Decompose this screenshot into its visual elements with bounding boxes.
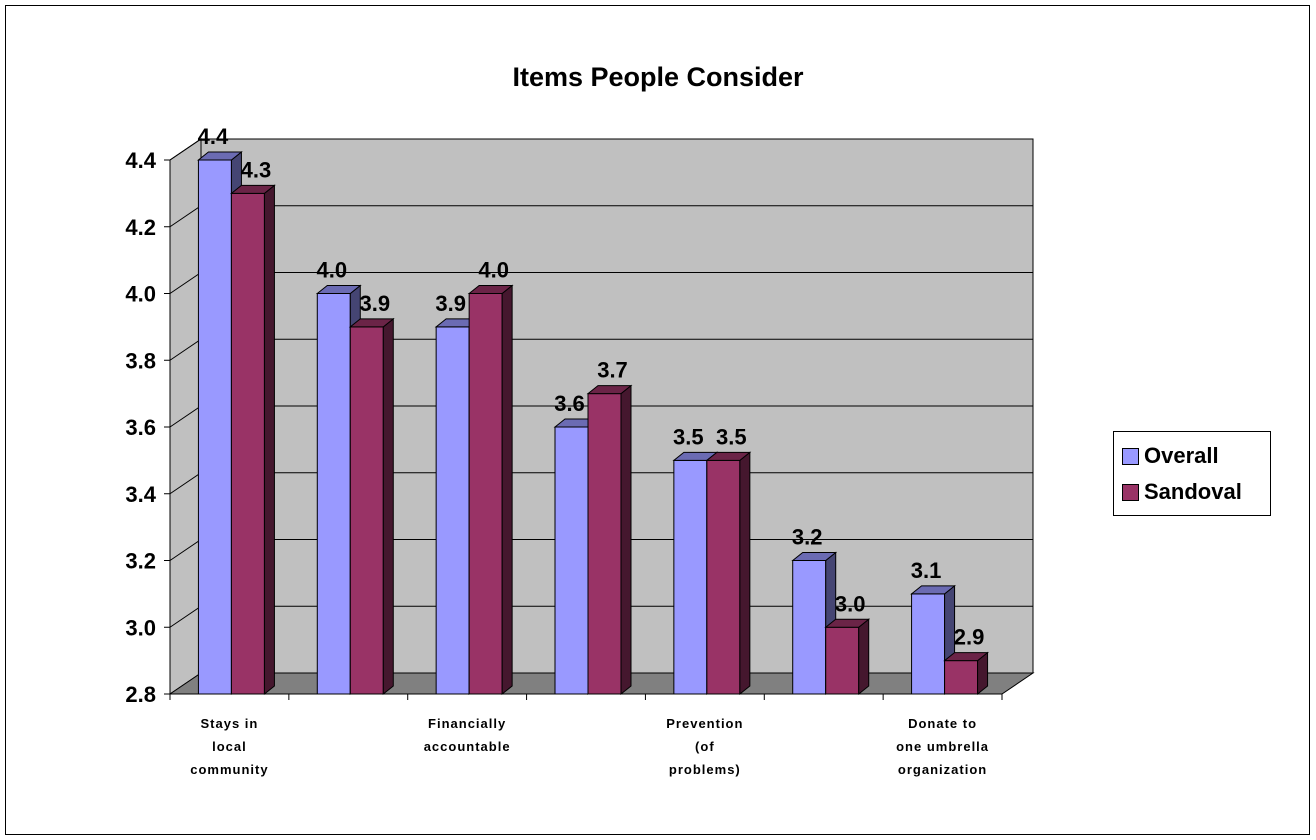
bar-top bbox=[791, 552, 838, 561]
category-label: community bbox=[190, 762, 268, 777]
bar-overall bbox=[316, 293, 351, 695]
legend-swatch-sandoval bbox=[1122, 483, 1139, 501]
legend-item-sandoval: Sandoval bbox=[1114, 474, 1270, 510]
bars bbox=[197, 150, 989, 696]
bar-top bbox=[586, 385, 633, 395]
bar-sandoval bbox=[587, 393, 622, 695]
data-label: 3.9 bbox=[359, 291, 390, 316]
category-label: problems) bbox=[669, 762, 741, 777]
category-label: Donate to bbox=[908, 716, 977, 731]
bar-sandoval bbox=[468, 293, 503, 695]
legend-label-overall: Overall bbox=[1144, 443, 1219, 468]
y-tick-label: 3.0 bbox=[125, 615, 156, 640]
gridline bbox=[169, 138, 1033, 161]
y-tick-label: 4.4 bbox=[125, 148, 156, 173]
bar-sandoval bbox=[706, 459, 741, 695]
data-label: 3.7 bbox=[597, 358, 628, 383]
y-tick-label: 3.8 bbox=[125, 348, 156, 373]
bar-overall bbox=[435, 326, 470, 695]
data-label: 4.3 bbox=[241, 157, 272, 182]
bar-top bbox=[230, 184, 276, 194]
data-labels: 4.4 4.3 4.0 3.9 3.9 4.0 3.6 3.7 3.5 3.5 3.2 3.0 3.1 2… bbox=[198, 124, 985, 650]
bar-overall bbox=[197, 159, 232, 695]
category-label: accountable bbox=[424, 739, 511, 754]
bar-top bbox=[348, 318, 395, 328]
bar-sandoval bbox=[944, 660, 979, 695]
bar-top bbox=[910, 585, 956, 595]
legend: Overall Sandoval bbox=[1113, 431, 1271, 516]
category-label: Financially bbox=[428, 716, 506, 731]
data-label: 3.1 bbox=[911, 558, 942, 583]
category-label: (of bbox=[695, 739, 715, 754]
data-label: 3.2 bbox=[792, 525, 823, 550]
y-tick-label: 3.2 bbox=[125, 549, 156, 574]
data-label: 3.5 bbox=[716, 424, 747, 449]
bar-top bbox=[467, 285, 514, 294]
bar-side bbox=[263, 184, 275, 696]
bar-side bbox=[858, 618, 870, 696]
y-tick-labels: 4.4 4.2 4.0 3.8 3.6 3.4 3.2 3.0 2.8 bbox=[125, 148, 156, 707]
bar-side bbox=[501, 284, 513, 696]
category-labels: Stays in local community Financially account… bbox=[190, 716, 989, 777]
data-label: 3.5 bbox=[673, 424, 704, 449]
bar-overall bbox=[792, 560, 827, 695]
category-label: Stays in bbox=[200, 716, 258, 731]
y-tick-label: 3.4 bbox=[125, 482, 156, 507]
data-label: 4.4 bbox=[198, 124, 229, 149]
y-tick-label: 2.8 bbox=[125, 682, 156, 707]
data-label: 4.0 bbox=[316, 258, 347, 283]
y-tick-label: 4.2 bbox=[125, 215, 156, 240]
bar-top bbox=[197, 151, 243, 161]
legend-label-sandoval: Sandoval bbox=[1144, 479, 1242, 504]
data-label: 3.6 bbox=[554, 391, 585, 416]
bar-top bbox=[705, 451, 752, 461]
legend-item-overall: Overall bbox=[1114, 438, 1270, 474]
data-label: 3.9 bbox=[435, 291, 466, 316]
bar-overall bbox=[673, 459, 708, 695]
bar-side bbox=[739, 451, 751, 696]
bar-sandoval bbox=[230, 192, 265, 695]
y-tick-label: 4.0 bbox=[125, 282, 156, 307]
bar-top bbox=[824, 618, 871, 628]
chart-title: Items People Consider bbox=[512, 62, 804, 92]
data-label: 4.0 bbox=[478, 258, 509, 283]
y-tick-label: 3.6 bbox=[125, 415, 156, 440]
bar-top bbox=[315, 285, 362, 294]
legend-swatch-overall bbox=[1122, 447, 1139, 465]
category-label: Prevention bbox=[666, 716, 743, 731]
bar-sandoval bbox=[349, 326, 384, 695]
category-label: organization bbox=[898, 762, 987, 777]
bar-side bbox=[382, 317, 394, 696]
data-label: 3.0 bbox=[835, 591, 866, 616]
bar-side bbox=[620, 384, 632, 696]
bar-top bbox=[943, 652, 989, 662]
bar-overall bbox=[911, 593, 946, 695]
category-label: local bbox=[212, 739, 247, 754]
bar-overall bbox=[554, 426, 589, 695]
bar-sandoval bbox=[825, 626, 860, 695]
data-label: 2.9 bbox=[954, 625, 985, 650]
category-label: one umbrella bbox=[896, 739, 989, 754]
